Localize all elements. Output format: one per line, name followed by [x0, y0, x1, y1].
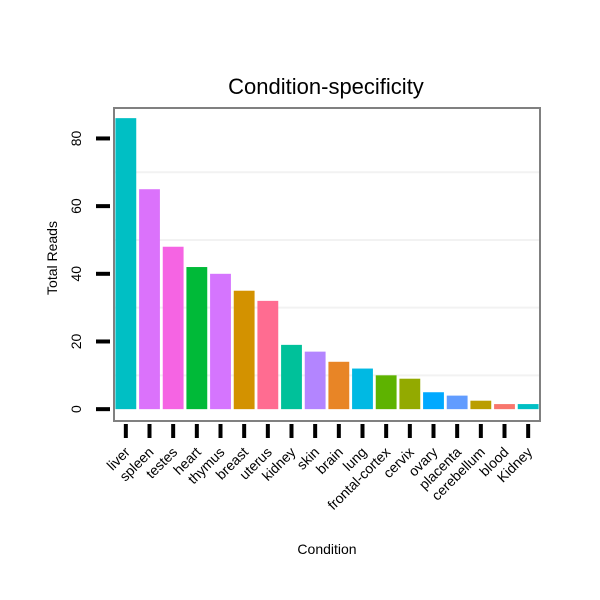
bar-blood: [494, 404, 515, 410]
y-axis: 0 20 40 60 80: [68, 130, 110, 413]
bars: [115, 118, 539, 410]
bar-lung: [352, 368, 373, 410]
bar-breast: [233, 290, 255, 410]
bar-ovary: [423, 392, 444, 410]
bar-heart: [186, 267, 208, 410]
bar-Kidney: [517, 404, 539, 410]
bar-skin: [304, 351, 326, 410]
x-axis: liverspleentestesheartthymusbreastuterus…: [103, 424, 535, 513]
bar-cervix: [399, 378, 421, 410]
grid-lines: [114, 171, 540, 377]
bar-brain: [328, 361, 350, 410]
y-axis-label: Total Reads: [44, 221, 60, 295]
y-tick-label: 60: [68, 198, 84, 214]
bar-kidney: [281, 344, 302, 410]
y-tick-label: 0: [68, 405, 84, 413]
y-tick-label: 80: [68, 130, 84, 146]
y-tick-label: 20: [68, 333, 84, 349]
chart-title: Condition-specificity: [228, 74, 424, 99]
bar-thymus: [210, 273, 231, 410]
bar-testes: [162, 246, 184, 410]
bar-uterus: [257, 300, 279, 410]
bar-frontal-cortex: [375, 375, 397, 410]
bar-spleen: [139, 189, 160, 410]
bar-cerebellum: [470, 400, 492, 410]
bar-liver: [115, 118, 137, 410]
y-tick-label: 40: [68, 266, 84, 282]
x-axis-label: Condition: [297, 541, 356, 557]
plot-border: [113, 107, 541, 422]
bar-placenta: [446, 395, 468, 410]
